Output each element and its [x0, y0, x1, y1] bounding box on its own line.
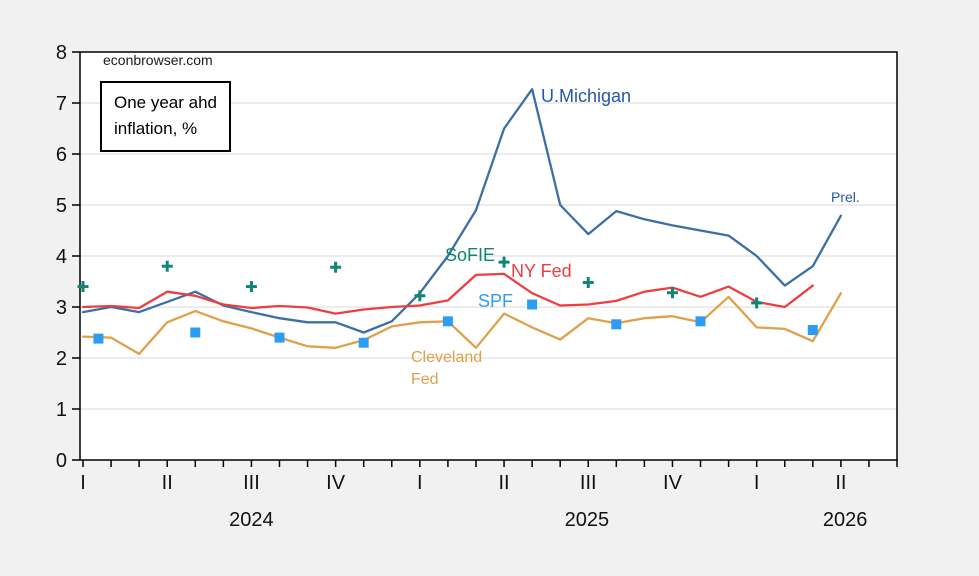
svg-text:I: I [754, 472, 760, 494]
svg-text:II: II [835, 472, 846, 494]
plot-frame [79, 51, 898, 461]
series-label-nyfed: NY Fed [511, 261, 572, 281]
svg-text:2: 2 [56, 348, 67, 370]
svg-text:IV: IV [663, 472, 683, 494]
svg-text:7: 7 [56, 93, 67, 115]
svg-text:3: 3 [56, 297, 67, 319]
svg-text:I: I [417, 472, 423, 494]
spf-markers [93, 299, 818, 348]
svg-text:III: III [243, 472, 260, 494]
svg-text:IV: IV [326, 472, 346, 494]
series-label-cleveland: Cleveland Fed [411, 347, 482, 390]
svg-text:II: II [498, 472, 509, 494]
svg-text:1: 1 [56, 399, 67, 421]
svg-text:0: 0 [56, 450, 67, 472]
annotation-preliminary: Prel. [831, 189, 860, 205]
cleveland-line [81, 292, 843, 356]
umichigan-line [81, 88, 843, 334]
chart-title-box: One year ahd inflation, % [100, 81, 232, 152]
series-label-spf: SPF [478, 291, 514, 311]
series-label-umichigan: U.Michigan [541, 86, 632, 106]
svg-text:2026: 2026 [823, 509, 868, 531]
svg-text:6: 6 [56, 144, 67, 166]
svg-text:II: II [162, 472, 173, 494]
svg-text:2024: 2024 [229, 509, 274, 531]
chart-title-line1: One year ahd [114, 93, 218, 112]
series-label-sofie: SoFIE [445, 245, 496, 265]
svg-text:5: 5 [56, 195, 67, 217]
svg-text:III: III [580, 472, 597, 494]
y-axis: 0 1 2 3 4 5 6 7 8 [56, 42, 80, 472]
svg-text:I: I [80, 472, 86, 494]
watermark-econbrowser: econbrowser.com [103, 52, 213, 68]
svg-text:2025: 2025 [565, 509, 610, 531]
sofie-markers [77, 256, 763, 309]
nyfed-line [81, 272, 814, 315]
gridlines [80, 102, 897, 410]
chart-title-line2: inflation, % [114, 118, 198, 138]
series-label-cleveland-line2: Fed [411, 370, 439, 388]
svg-text:8: 8 [56, 42, 67, 64]
svg-text:4: 4 [56, 246, 67, 268]
series-label-cleveland-line1: Cleveland [411, 349, 483, 366]
